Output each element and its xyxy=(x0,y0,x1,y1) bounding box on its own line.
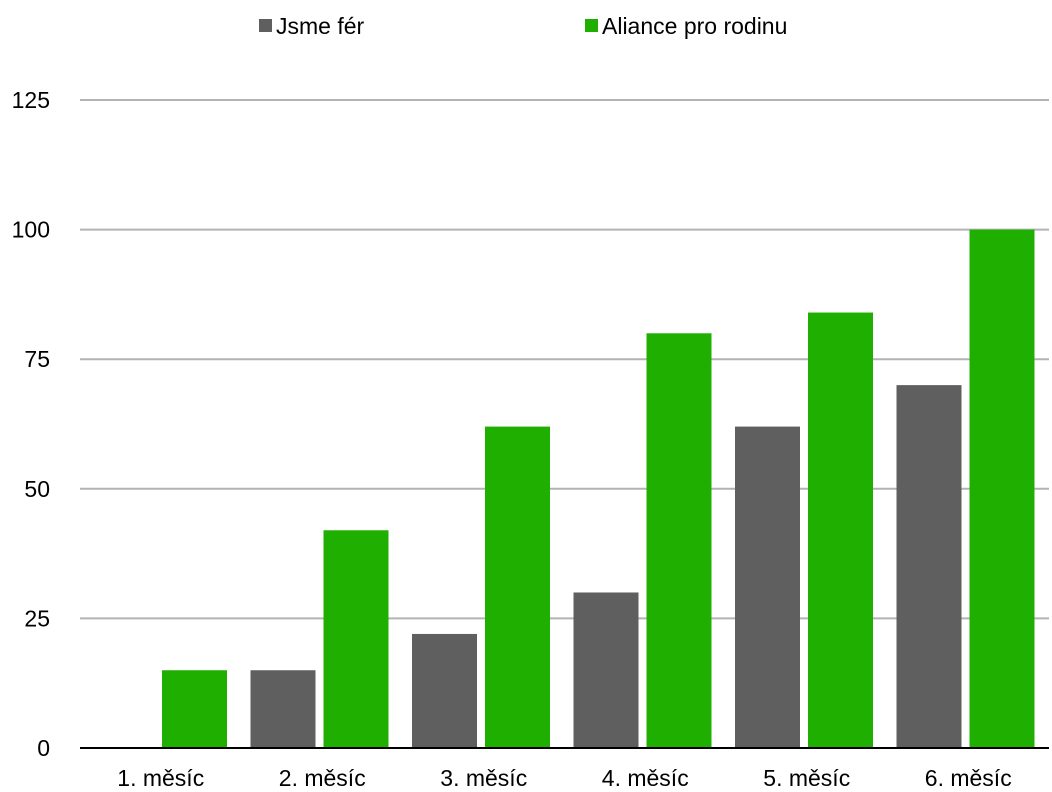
legend-item-series-2: Aliance pro rodinu xyxy=(585,13,787,39)
legend-item-series-1: Jsme fér xyxy=(259,13,365,39)
bar-series-2-category-1 xyxy=(162,670,227,747)
bar-series-2-category-2 xyxy=(323,530,389,747)
legend-label-series-1: Jsme fér xyxy=(276,13,365,39)
bars xyxy=(162,229,1035,748)
x-category-label: 4. měsíc xyxy=(602,765,689,791)
bar-series-2-category-3 xyxy=(485,426,550,747)
y-tick-label: 100 xyxy=(12,217,50,243)
x-category-label: 2. měsíc xyxy=(279,765,366,791)
y-tick-label: 75 xyxy=(24,346,50,372)
bar-series-2-category-5 xyxy=(808,312,873,747)
x-category-label: 1. měsíc xyxy=(117,765,204,791)
y-tick-label: 0 xyxy=(37,735,50,761)
bar-series-1-category-5 xyxy=(735,426,800,747)
legend: Jsme fér Aliance pro rodinu xyxy=(259,13,787,39)
x-axis-category-labels: 1. měsíc 2. měsíc 3. měsíc 4. měsíc 5. měsíc… xyxy=(117,765,1011,791)
bar-series-2-category-6 xyxy=(969,229,1035,748)
x-category-label: 6. měsíc xyxy=(925,765,1012,791)
bar-series-1-category-2 xyxy=(250,670,316,747)
gridlines xyxy=(80,99,1049,749)
bar-series-1-category-4 xyxy=(573,592,639,747)
legend-swatch-series-2 xyxy=(585,19,598,32)
bar-series-2-category-4 xyxy=(646,333,712,747)
y-tick-label: 25 xyxy=(24,605,50,631)
x-category-label: 5. měsíc xyxy=(763,765,850,791)
legend-label-series-2: Aliance pro rodinu xyxy=(602,13,787,39)
y-tick-label: 50 xyxy=(24,476,50,502)
x-category-label: 3. měsíc xyxy=(440,765,527,791)
y-axis-tick-labels: 0 25 50 75 100 125 xyxy=(12,87,50,761)
bar-series-1-category-3 xyxy=(412,633,477,747)
y-tick-label: 125 xyxy=(12,87,50,113)
legend-swatch-series-1 xyxy=(259,19,272,32)
bar-series-1-category-6 xyxy=(896,385,962,747)
